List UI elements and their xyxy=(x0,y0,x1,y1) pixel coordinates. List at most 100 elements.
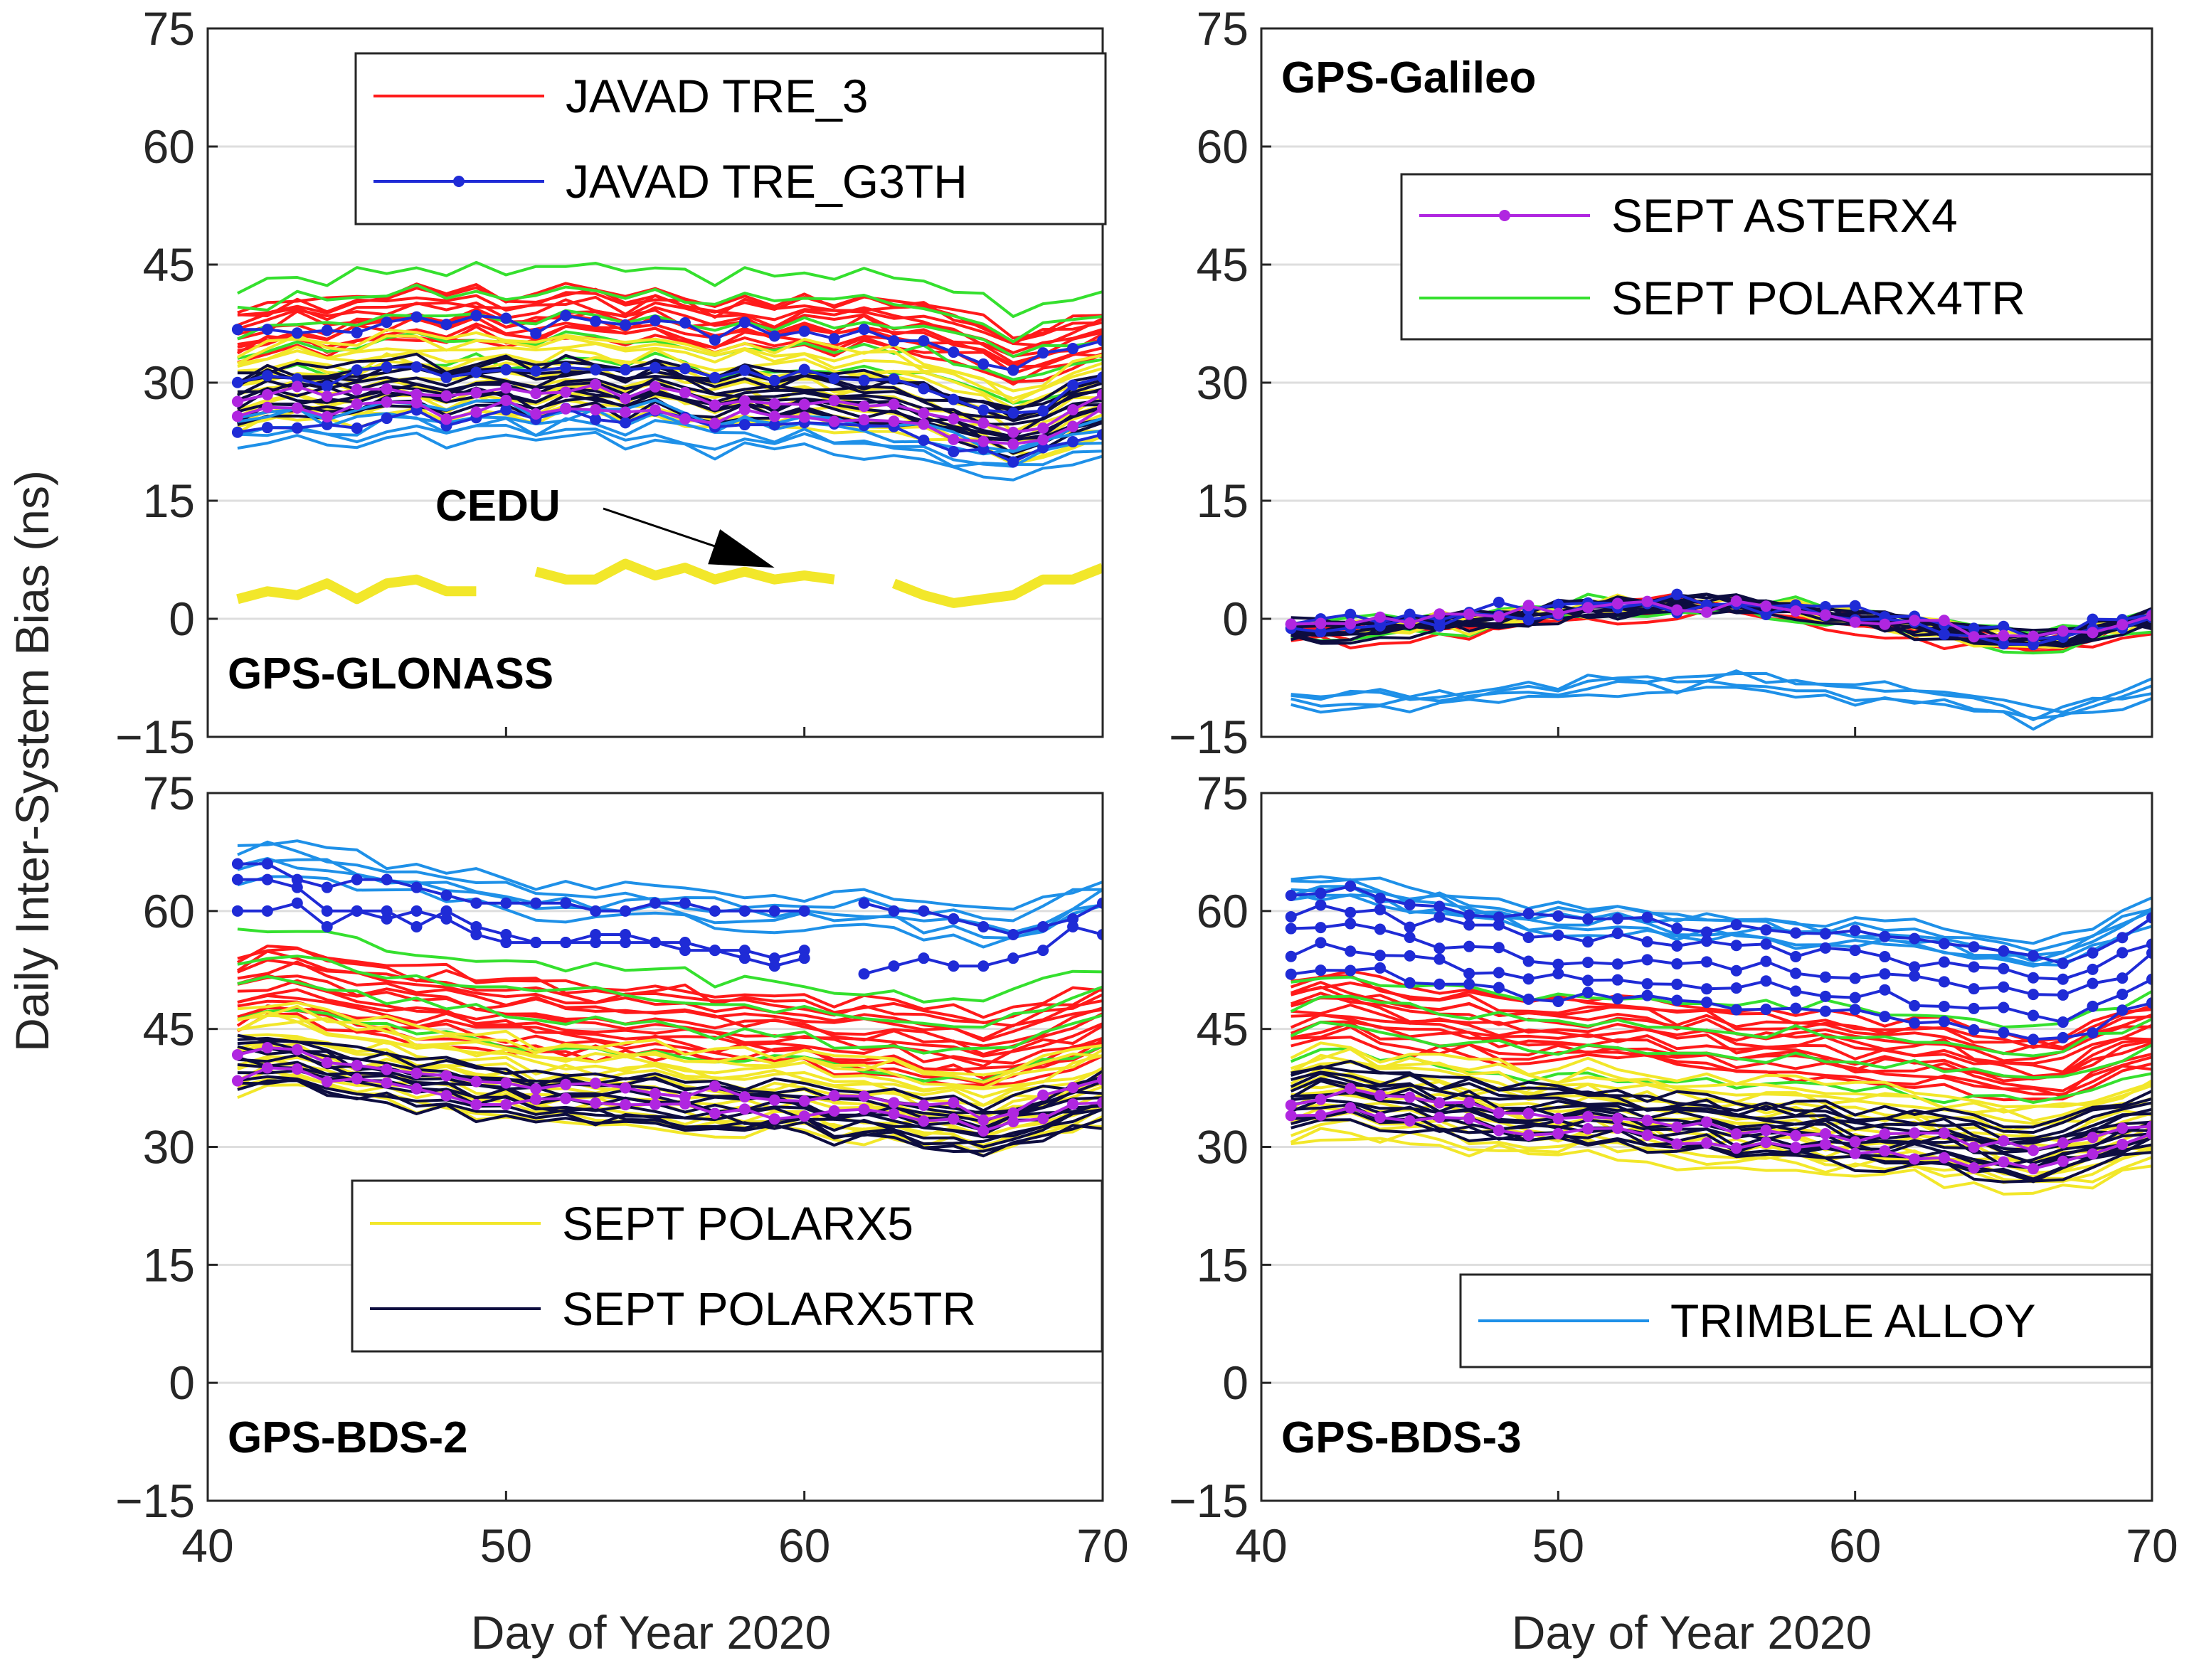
data-point xyxy=(768,398,780,410)
data-point xyxy=(291,381,303,393)
data-point xyxy=(709,334,721,346)
data-point xyxy=(1849,1004,1861,1016)
data-point xyxy=(1998,638,2010,650)
series-line-sept-polarx5 xyxy=(1290,1060,2152,1125)
data-point xyxy=(1037,347,1049,359)
data-point xyxy=(1849,945,1861,957)
legend: TRIMBLE ALLOY xyxy=(1459,1273,2153,1368)
data-point xyxy=(1007,364,1019,376)
data-point xyxy=(738,1103,751,1115)
data-point xyxy=(798,325,810,337)
data-point xyxy=(1582,987,1594,999)
data-point xyxy=(1315,887,1327,899)
data-point xyxy=(1909,999,1921,1011)
data-point xyxy=(2116,1004,2129,1016)
data-point xyxy=(1404,898,1416,910)
data-point xyxy=(1067,404,1079,416)
data-point xyxy=(261,905,273,917)
data-point xyxy=(1849,1147,1861,1159)
data-point xyxy=(1730,1142,1742,1154)
data-point xyxy=(679,413,691,425)
data-point xyxy=(2116,619,2129,631)
y-tick-label: 75 xyxy=(1197,767,1249,819)
data-point xyxy=(650,897,661,909)
data-point xyxy=(470,406,482,418)
data-point xyxy=(1493,919,1505,931)
data-point xyxy=(1611,1112,1623,1125)
legend-marker xyxy=(1499,210,1510,221)
data-point xyxy=(2028,1009,2040,1021)
data-point xyxy=(1007,929,1019,940)
data-point xyxy=(470,920,482,932)
data-point xyxy=(530,365,542,377)
y-tick-label: 75 xyxy=(1197,2,1249,55)
data-point xyxy=(1968,1024,1980,1036)
data-point xyxy=(1671,604,1683,616)
data-point xyxy=(798,363,810,376)
data-point xyxy=(888,415,900,427)
data-point xyxy=(679,1091,691,1103)
data-point xyxy=(1879,1011,1891,1023)
data-point xyxy=(1493,1125,1505,1137)
data-point xyxy=(948,433,960,445)
data-point xyxy=(1493,911,1505,923)
series-line-sept-polarx5tr xyxy=(1290,1105,2152,1181)
data-point xyxy=(321,380,333,392)
data-point xyxy=(977,960,990,972)
series-line-sept-polarx5 xyxy=(237,348,1103,410)
legend-label: TRIMBLE ALLOY xyxy=(1670,1294,2036,1347)
x-tick-label: 70 xyxy=(2126,1519,2178,1572)
data-point xyxy=(1701,1116,1712,1128)
data-point xyxy=(291,1063,303,1075)
data-point xyxy=(1404,1115,1416,1127)
data-point xyxy=(351,398,363,410)
x-tick-label: 70 xyxy=(1076,1519,1128,1572)
data-point xyxy=(1404,921,1416,933)
x-tick-label: 40 xyxy=(1235,1519,1287,1572)
data-point xyxy=(738,1091,751,1103)
data-point xyxy=(500,1077,512,1089)
data-point xyxy=(1849,600,1861,612)
legend-label: JAVAD TRE_G3TH xyxy=(566,155,968,208)
data-point xyxy=(321,1056,333,1068)
series-group xyxy=(231,260,1103,608)
data-point xyxy=(1671,994,1683,1006)
data-point xyxy=(590,929,602,940)
series-line-sept-polarx4tr xyxy=(237,974,1103,1055)
data-point xyxy=(620,319,632,331)
data-point xyxy=(1760,924,1772,936)
data-point xyxy=(1463,940,1475,952)
data-point xyxy=(1641,989,1653,1001)
series-line-sept-polarx5 xyxy=(237,1083,1103,1157)
data-point xyxy=(1641,936,1653,948)
legend: JAVAD TRE_3 JAVAD TRE_G3TH xyxy=(354,52,1107,225)
data-point xyxy=(351,1073,363,1085)
data-point xyxy=(1641,954,1653,966)
data-point xyxy=(291,422,303,434)
data-point xyxy=(261,324,273,336)
data-point xyxy=(977,404,990,416)
data-point xyxy=(1463,978,1475,990)
data-point xyxy=(1463,909,1475,921)
data-point xyxy=(768,410,780,422)
legend-box xyxy=(1400,173,2153,341)
data-point xyxy=(858,1090,870,1102)
data-point xyxy=(530,1083,542,1095)
data-point xyxy=(590,315,602,327)
data-point xyxy=(1968,622,1980,634)
series-line-trimble-alloy xyxy=(1290,893,2152,967)
data-point xyxy=(1007,426,1019,438)
data-point xyxy=(2057,957,2069,969)
data-point xyxy=(500,404,512,416)
data-point xyxy=(1968,1141,1980,1153)
data-point xyxy=(1493,967,1505,979)
data-point xyxy=(1790,1129,1802,1142)
data-point xyxy=(1998,620,2010,632)
y-tick-label: 15 xyxy=(143,1238,195,1291)
data-point xyxy=(1730,940,1742,952)
data-point xyxy=(768,960,780,972)
data-point xyxy=(440,1090,452,1102)
series-line-sept-polarx5 xyxy=(237,342,1103,400)
data-point xyxy=(440,905,452,917)
data-point xyxy=(858,400,870,413)
